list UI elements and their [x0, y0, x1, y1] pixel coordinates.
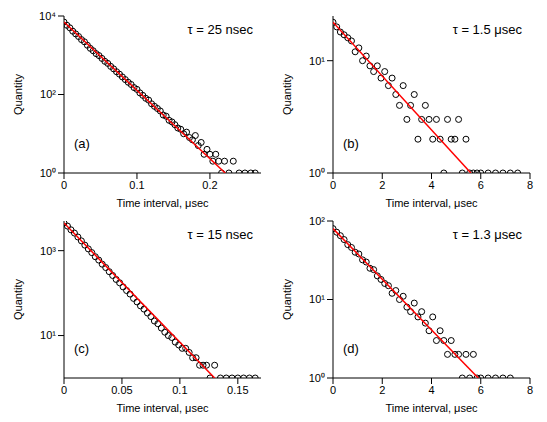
svg-text:10⁰: 10⁰: [40, 167, 56, 179]
svg-text:8: 8: [527, 179, 533, 191]
svg-text:10⁰: 10⁰: [309, 167, 325, 179]
html-text:(b): (b): [343, 136, 359, 151]
svg-text:8: 8: [527, 384, 533, 396]
svg-text:Quantity: Quantity: [281, 74, 293, 115]
svg-text:2: 2: [379, 179, 385, 191]
html-text:(d): (d): [343, 341, 359, 356]
html-text:τ = 1.3 μsec: τ = 1.3 μsec: [452, 227, 522, 242]
svg-text:0.05: 0.05: [111, 384, 132, 396]
svg-text:6: 6: [478, 179, 484, 191]
svg-text:0.1: 0.1: [172, 384, 187, 396]
html-text:(c): (c): [74, 341, 90, 356]
svg-text:0: 0: [330, 179, 336, 191]
svg-text:Time interval, μsec: Time interval, μsec: [385, 402, 478, 414]
svg-text:6: 6: [478, 384, 484, 396]
html-text:τ = 25 nsec: τ = 25 nsec: [187, 22, 253, 37]
svg-text:10⁴: 10⁴: [39, 10, 56, 22]
svg-text:2: 2: [379, 384, 385, 396]
svg-text:0: 0: [61, 179, 67, 191]
svg-text:Time interval, μsec: Time interval, μsec: [385, 197, 478, 209]
svg-text:10³: 10³: [40, 245, 56, 257]
svg-text:Quantity: Quantity: [12, 279, 24, 320]
svg-text:Time interval, μsec: Time interval, μsec: [116, 402, 209, 414]
svg-text:Quantity: Quantity: [281, 279, 293, 320]
svg-text:4: 4: [428, 384, 434, 396]
html-text:τ = 15 nsec: τ = 15 nsec: [187, 227, 253, 242]
svg-text:10¹: 10¹: [40, 329, 56, 341]
svg-text:0.2: 0.2: [202, 179, 217, 191]
svg-text:0: 0: [330, 384, 336, 396]
svg-text:0.15: 0.15: [227, 384, 248, 396]
svg-text:10¹: 10¹: [309, 55, 325, 67]
svg-text:0.1: 0.1: [129, 179, 144, 191]
svg-text:10¹: 10¹: [309, 293, 325, 305]
svg-text:0: 0: [61, 384, 67, 396]
svg-text:10⁰: 10⁰: [309, 372, 325, 384]
svg-text:Time interval, μsec: Time interval, μsec: [116, 197, 209, 209]
svg-text:10²: 10²: [40, 88, 56, 100]
svg-text:Quantity: Quantity: [12, 74, 24, 115]
html-text:(a): (a): [74, 136, 90, 151]
svg-text:4: 4: [428, 179, 434, 191]
html-text:τ = 1.5 μsec: τ = 1.5 μsec: [452, 22, 522, 37]
svg-text:10²: 10²: [309, 215, 325, 227]
